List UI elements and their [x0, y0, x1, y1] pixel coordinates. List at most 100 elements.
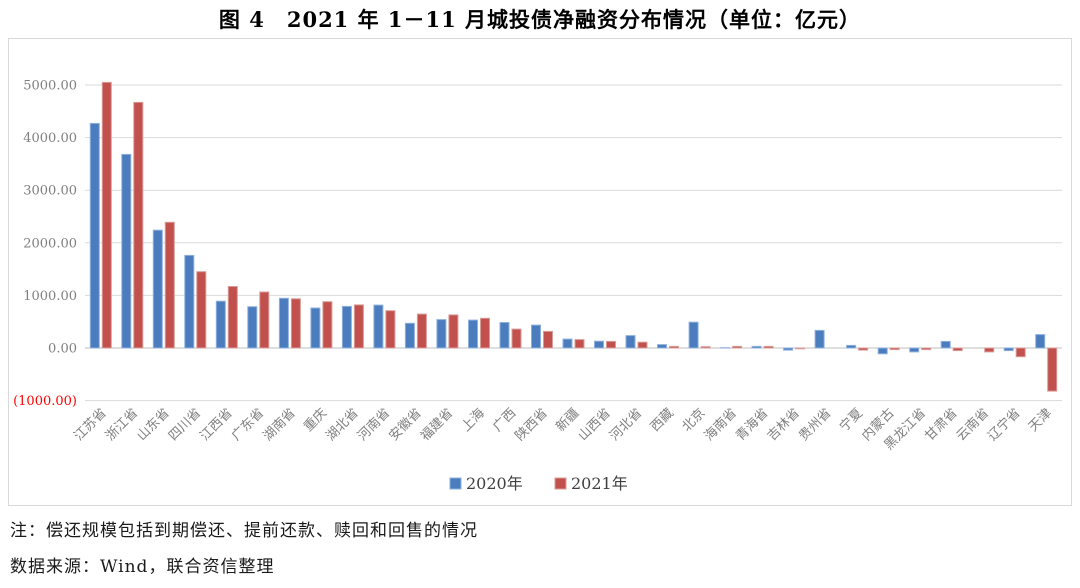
xlabel-陕西省: 陕西省	[513, 406, 551, 444]
bar-2020年-四川省	[184, 254, 195, 349]
bar-2021年-广西	[511, 328, 522, 349]
bar-2020年-广东省	[247, 306, 258, 349]
ytick-4000: 4000.00	[23, 131, 77, 146]
bar-2021年-吉林省	[795, 347, 806, 350]
bar-2021年-青海省	[763, 345, 774, 349]
bar-2021年-上海	[480, 317, 490, 349]
xlabel-青海省: 青海省	[733, 406, 771, 444]
xlabel-吉林省: 吉林省	[765, 406, 803, 444]
xlabel-四川省: 四川省	[166, 406, 204, 444]
bar-2020年-黑龙江省	[909, 347, 920, 353]
bar-2020年-重庆	[310, 307, 321, 349]
bar-2021年-广东省	[259, 291, 270, 349]
chart-container: 5000.00 4000.00 3000.00 2000.00 1000.00 0.00 (…	[8, 38, 1072, 506]
xlabel-山东省: 山东省	[134, 406, 172, 444]
bar-2020年-辽宁省	[1003, 347, 1014, 352]
bar-2020年-福建省	[436, 319, 447, 349]
bar-2021年-黑龙江省	[921, 347, 932, 351]
bar-2021年-重庆	[322, 301, 333, 349]
bar-2021年-新疆	[574, 339, 585, 349]
bar-2021年-湖北省	[353, 304, 364, 349]
xlabel-江苏省: 江苏省	[71, 405, 110, 444]
bar-2020年-甘肃省	[940, 340, 951, 349]
ytick-2000: 2000.00	[23, 236, 77, 251]
bar-2020年-山东省	[152, 229, 163, 349]
xlabel-江西省: 江西省	[197, 406, 235, 444]
bar-chart: 5000.00 4000.00 3000.00 2000.00 1000.00 0.00 (…	[13, 79, 1062, 493]
bar-2020年-陕西省	[531, 324, 541, 349]
bar-2021年-安徽省	[416, 313, 427, 349]
bar-2020年-河北省	[625, 335, 636, 349]
bar-2021年-湖南省	[290, 298, 301, 349]
legend-label-2020年: 2020年	[466, 474, 523, 493]
xlabel-甘肃省: 甘肃省	[922, 406, 960, 444]
bar-2021年-江西省	[227, 286, 238, 349]
xlabel-西藏: 西藏	[648, 406, 677, 435]
bar-2020年-青海省	[751, 345, 762, 349]
xlabel-湖南省: 湖南省	[260, 405, 299, 444]
xlabel-浙江省: 浙江省	[103, 406, 141, 444]
bar-2020年-天津	[1035, 334, 1046, 349]
ytick-0: 0.00	[48, 342, 77, 357]
bar-2020年-吉林省	[783, 347, 794, 351]
bar-2021年-河南省	[385, 310, 396, 349]
xlabel-河南省: 河南省	[354, 405, 393, 444]
bar-2020年-北京	[688, 321, 699, 349]
chart-note: 注：偿还规模包括到期偿还、提前还款、赎回和回售的情况	[10, 521, 478, 541]
legend-swatch-2020年	[449, 477, 462, 490]
bar-2021年-山东省	[164, 221, 175, 349]
bar-2021年-宁夏	[858, 347, 869, 351]
xlabel-湖北省: 湖北省	[324, 406, 362, 444]
bar-2020年-湖南省	[278, 297, 289, 349]
xlabel-上海: 上海	[459, 406, 488, 435]
bar-2021年-山西省	[606, 340, 616, 349]
xlabel-广东省: 广东省	[229, 406, 267, 444]
bar-2021年-浙江省	[133, 101, 144, 349]
bar-2020年-西藏	[657, 344, 667, 349]
bar-2021年-海南省	[732, 345, 743, 349]
bar-2021年-西藏	[669, 345, 679, 349]
bar-2020年-贵州省	[814, 329, 825, 349]
legend-label-2021年: 2021年	[571, 474, 628, 493]
bar-2020年-广西	[499, 322, 510, 349]
legend-swatch-2021年	[554, 477, 567, 490]
bar-2021年-云南省	[984, 347, 995, 353]
ytick-1000: 1000.00	[23, 289, 77, 304]
bar-2020年-山西省	[594, 340, 604, 349]
bar-2021年-四川省	[196, 271, 207, 349]
ytick--1000: (1000.00)	[13, 394, 77, 409]
bar-2020年-安徽省	[404, 322, 415, 349]
bar-2020年-江苏省	[89, 122, 100, 349]
bar-2021年-陕西省	[543, 330, 553, 349]
bar-2021年-北京	[700, 346, 711, 349]
bar-2021年-福建省	[448, 314, 459, 349]
bar-2021年-河北省	[637, 341, 648, 349]
xlabel-海南省: 海南省	[701, 405, 740, 444]
data-source: 数据来源：Wind，联合资信整理	[10, 557, 275, 577]
bar-2020年-宁夏	[846, 344, 857, 349]
bar-2021年-内蒙古	[889, 347, 900, 351]
ytick-3000: 3000.00	[23, 184, 77, 199]
xlabel-河北省: 河北省	[607, 406, 645, 444]
bar-2021年-辽宁省	[1015, 347, 1026, 358]
bar-2020年-新疆	[562, 338, 573, 349]
bar-2021年-天津	[1047, 347, 1058, 392]
bar-2020年-上海	[468, 319, 478, 349]
xlabel-辽宁省: 辽宁省	[985, 405, 1024, 444]
xlabel-天津: 天津	[1026, 406, 1055, 435]
bar-2020年-河南省	[373, 304, 384, 349]
figure-title: 图 4 2021 年 1－11 月城投债净融资分布情况（单位：亿元）	[218, 7, 862, 32]
xlabel-云南省: 云南省	[953, 405, 992, 444]
xlabel-山西省: 山西省	[576, 406, 614, 444]
bar-2021年-甘肃省	[952, 347, 963, 352]
bar-2020年-湖北省	[341, 305, 352, 349]
xlabel-福建省: 福建省	[418, 406, 456, 444]
ytick-5000: 5000.00	[23, 79, 77, 94]
xlabel-安徽省: 安徽省	[387, 406, 425, 444]
bar-2021年-江苏省	[101, 81, 112, 349]
xlabel-贵州省: 贵州省	[796, 406, 834, 444]
bar-2020年-浙江省	[121, 153, 132, 349]
bar-2020年-内蒙古	[877, 347, 888, 355]
bar-2020年-江西省	[215, 300, 226, 349]
